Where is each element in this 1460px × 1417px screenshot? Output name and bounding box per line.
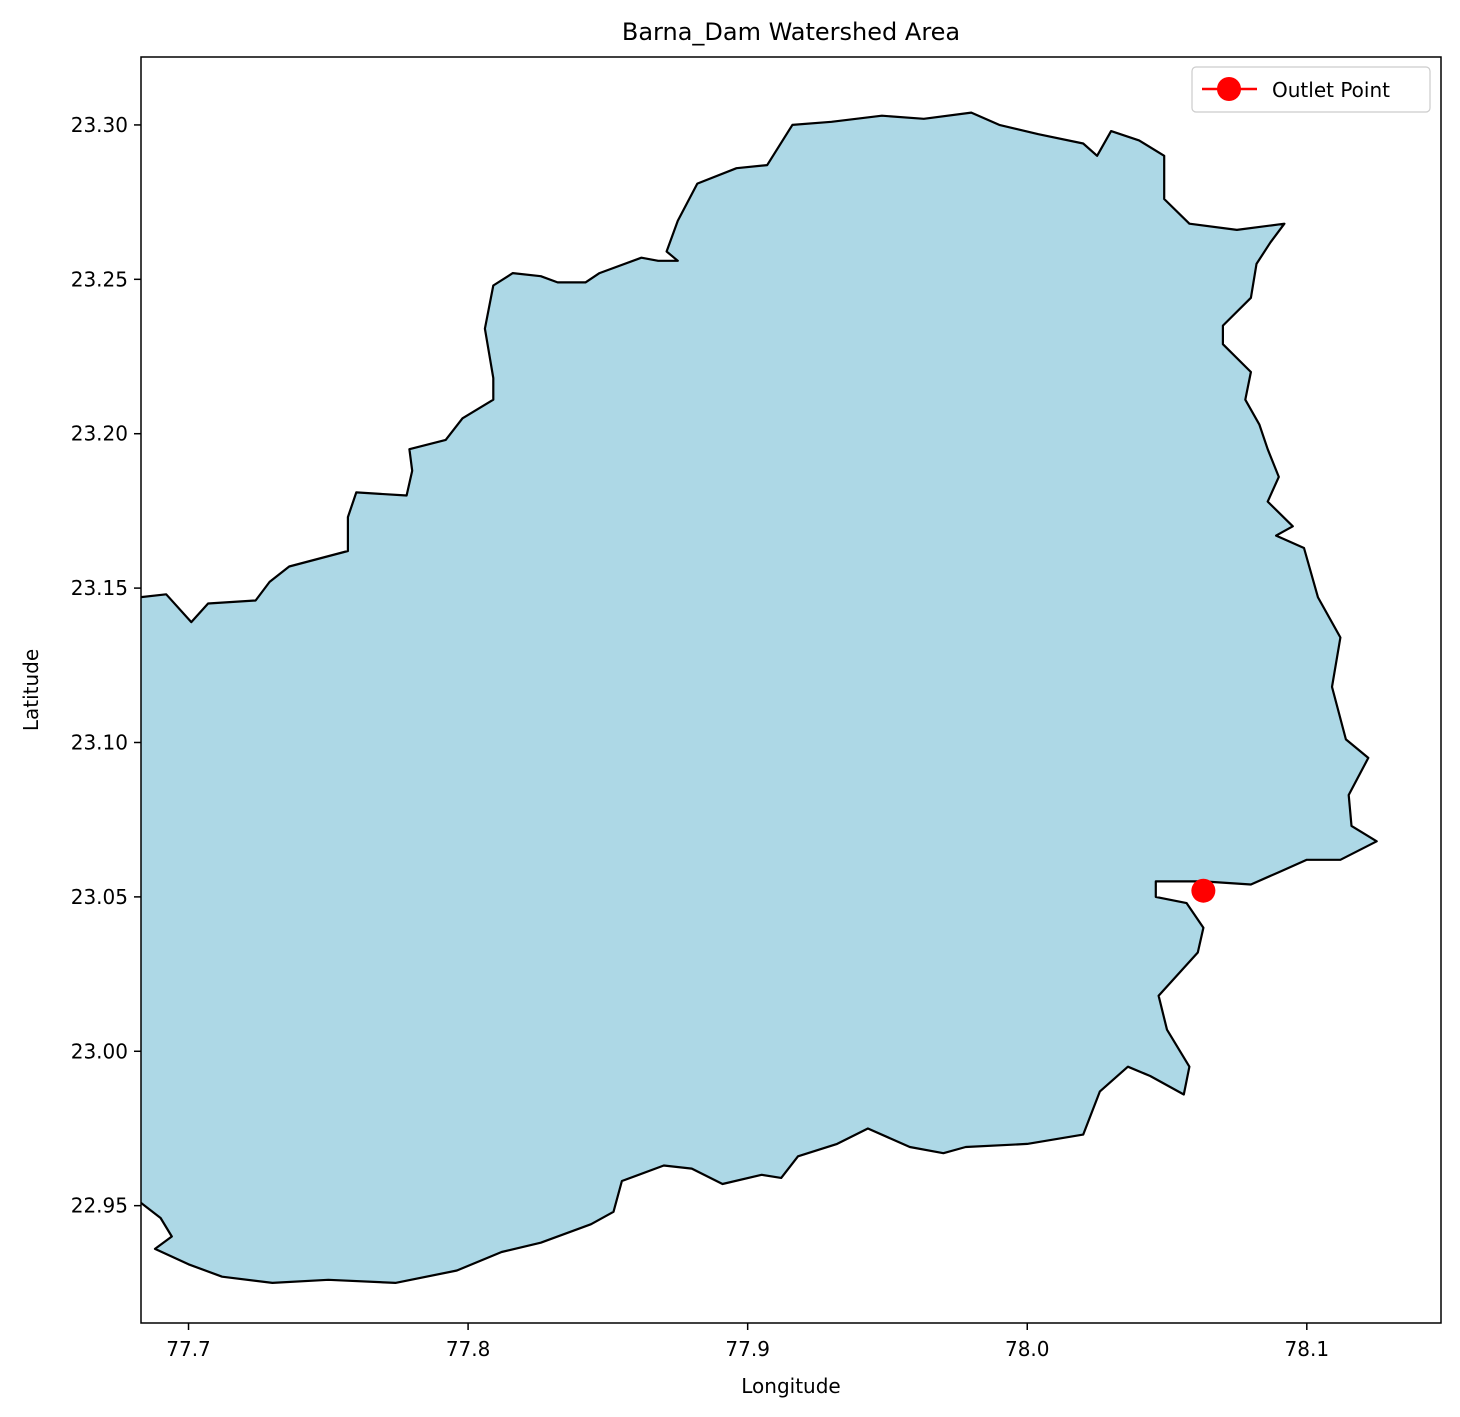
x-axis-ticks: 77.7 77.8 77.9 78.0 78.1 [166,1323,1329,1361]
y-axis-label: Latitude [19,649,43,731]
y-tick-label: 23.15 [71,576,128,600]
y-tick-label: 23.20 [71,422,128,446]
x-tick-label: 78.1 [1285,1337,1330,1361]
y-tick-label: 23.10 [71,730,128,754]
legend: Outlet Point [1191,66,1431,113]
legend-label-outlet-point: Outlet Point [1272,78,1390,102]
y-tick-label: 23.00 [71,1039,128,1063]
y-axis-ticks: 22.95 23.00 23.05 23.10 23.15 23.20 23.25 23.30 [71,113,141,1218]
chart-title: Barna_Dam Watershed Area [622,18,960,46]
x-tick-label: 78.0 [1005,1337,1050,1361]
y-tick-label: 23.25 [71,267,128,291]
y-tick-label: 23.30 [71,113,128,137]
watershed-polygon [141,111,1378,1284]
outlet-point-marker [1191,878,1216,903]
x-axis-label: Longitude [741,1374,840,1398]
x-tick-label: 77.9 [725,1337,770,1361]
legend-marker-icon [1217,77,1241,101]
y-tick-label: 22.95 [71,1194,128,1218]
x-tick-label: 77.7 [166,1337,211,1361]
plot-frame [140,56,1442,1324]
y-tick-label: 23.05 [71,885,128,909]
legend-box [1191,66,1431,113]
outlet-point [1191,878,1216,903]
x-tick-label: 77.8 [446,1337,491,1361]
